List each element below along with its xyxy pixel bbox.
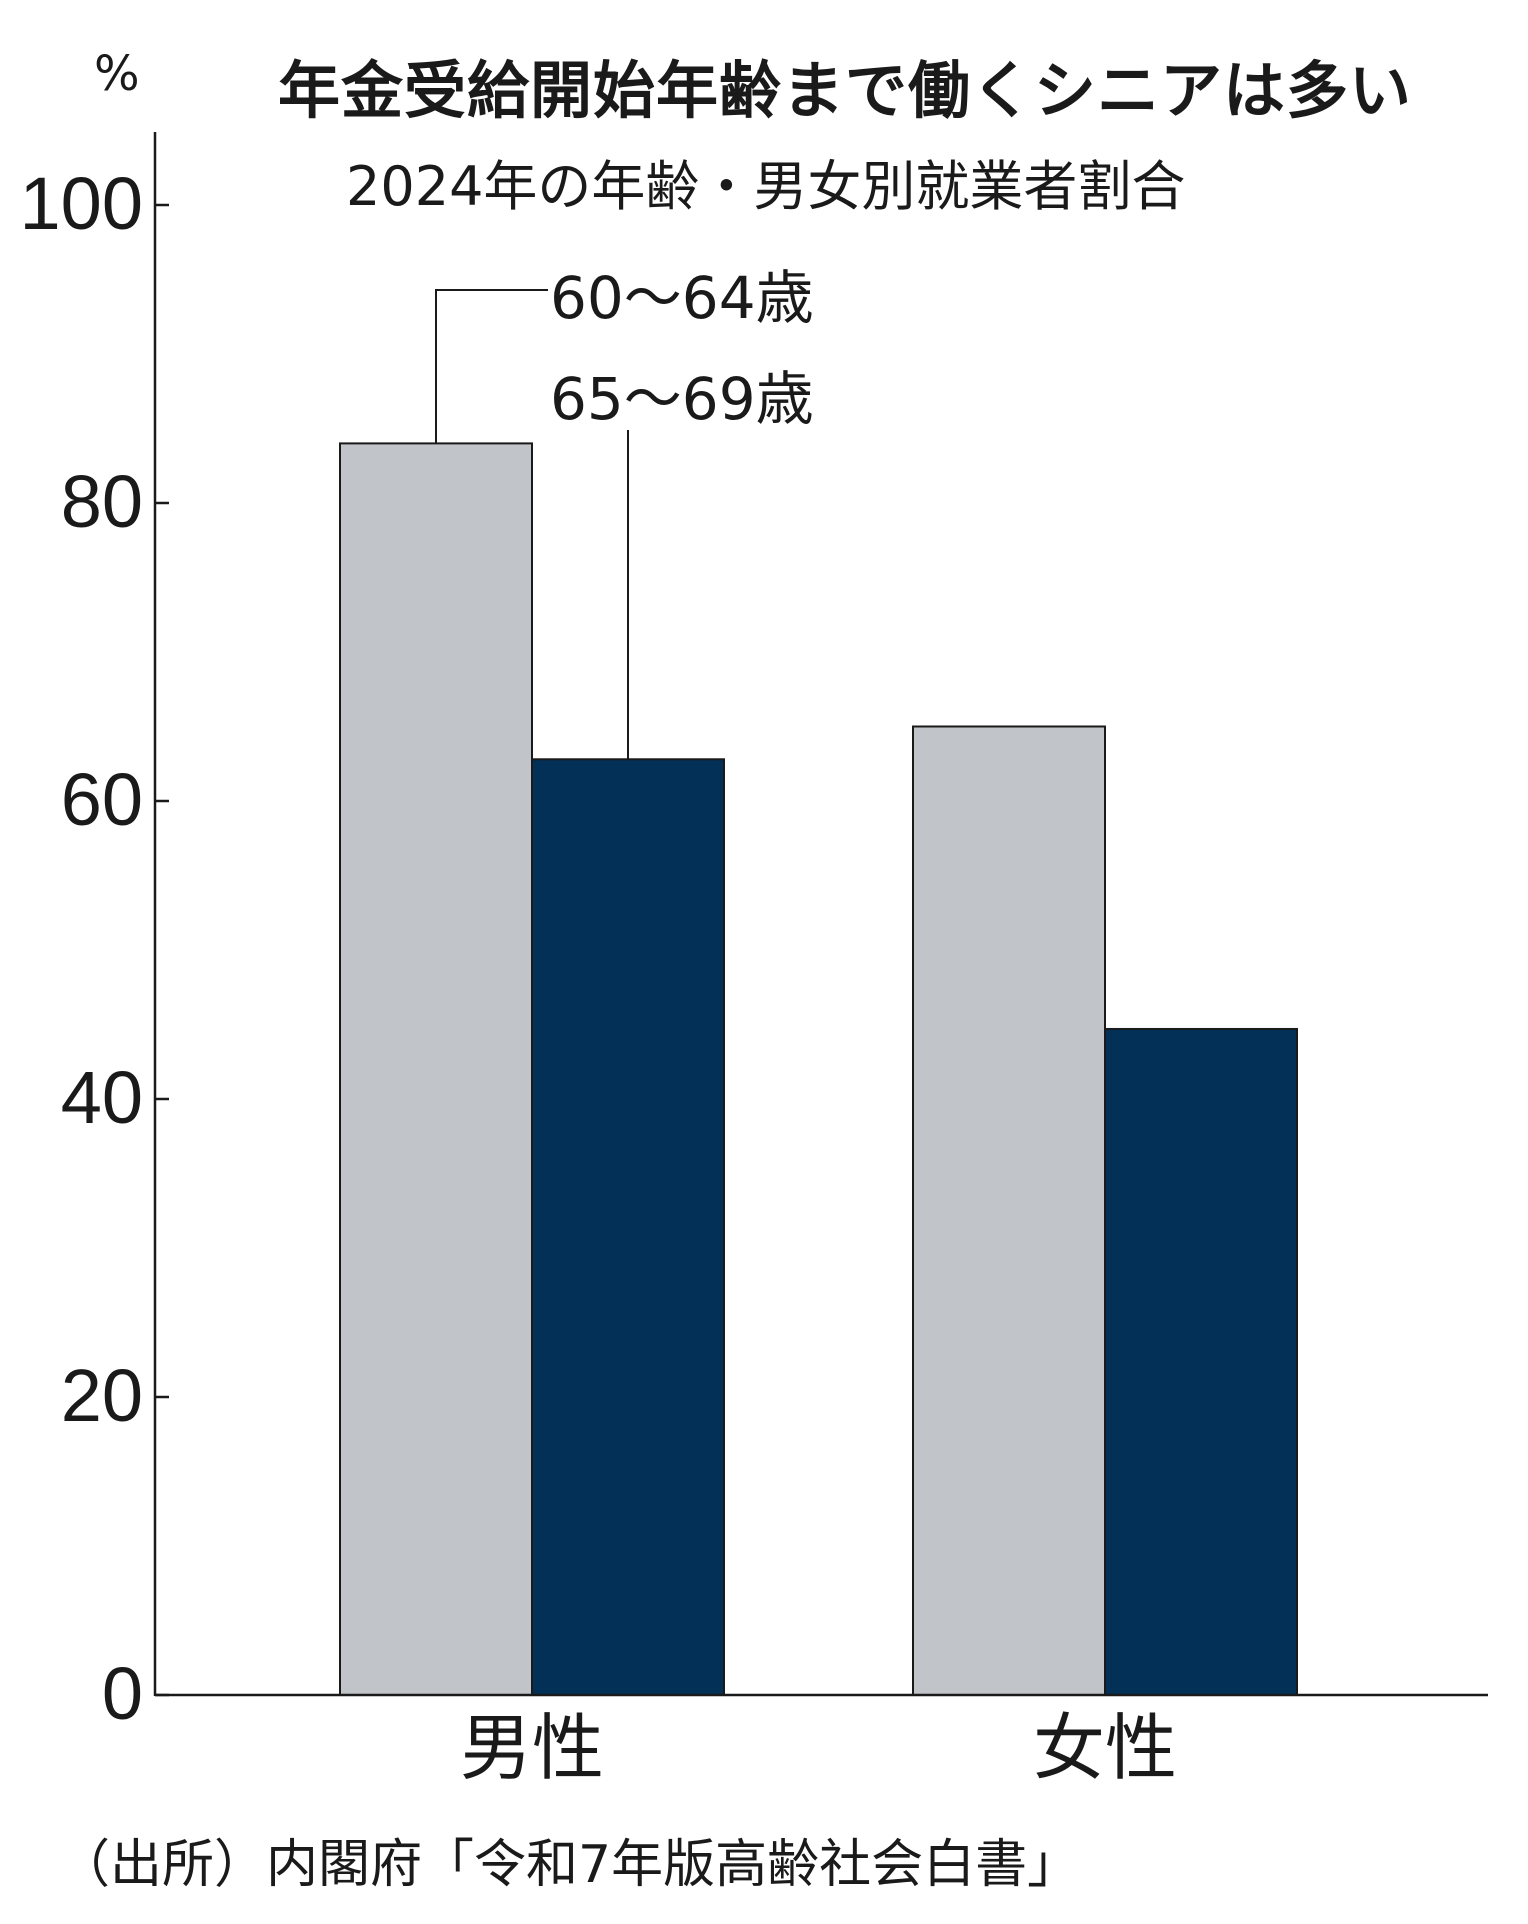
category-labels-group: 男性 女性: [460, 1706, 1177, 1790]
y-tick-label: 40: [61, 1056, 143, 1139]
bars-group: [339, 442, 1298, 1696]
axes-group: [153, 132, 1488, 1697]
y-tick-label: 80: [61, 460, 143, 543]
category-label: 女性: [1033, 1706, 1177, 1790]
source-note: （出所）内閣府「令和7年版高齢社会白書」: [58, 1835, 1080, 1895]
bar-series1-0: [339, 442, 533, 1696]
chart-title: 年金受給開始年齢まで働くシニアは多い: [278, 54, 1413, 127]
y-ticks-group: 0 20 40 60 80 100: [20, 162, 169, 1735]
y-tick-label: 0: [102, 1652, 143, 1735]
chart-subtitle: 2024年の年齢・男女別就業者割合: [346, 155, 1186, 218]
bar-series2-1: [1104, 1027, 1298, 1696]
legend-label-series1: 60～64歳: [550, 264, 814, 332]
bar-series2-0: [531, 758, 725, 1696]
y-unit-label: %: [94, 46, 140, 102]
y-tick-label: 60: [61, 758, 143, 841]
category-label: 男性: [460, 1706, 604, 1790]
leader-line-series1: [435, 289, 548, 444]
bar-series1-1: [912, 725, 1106, 1696]
legend-label-series2: 65～69歳: [550, 365, 814, 433]
y-tick-label: 20: [61, 1354, 143, 1437]
y-tick-label: 100: [20, 162, 143, 245]
legend-callouts: 60～64歳 65～69歳: [435, 264, 814, 760]
